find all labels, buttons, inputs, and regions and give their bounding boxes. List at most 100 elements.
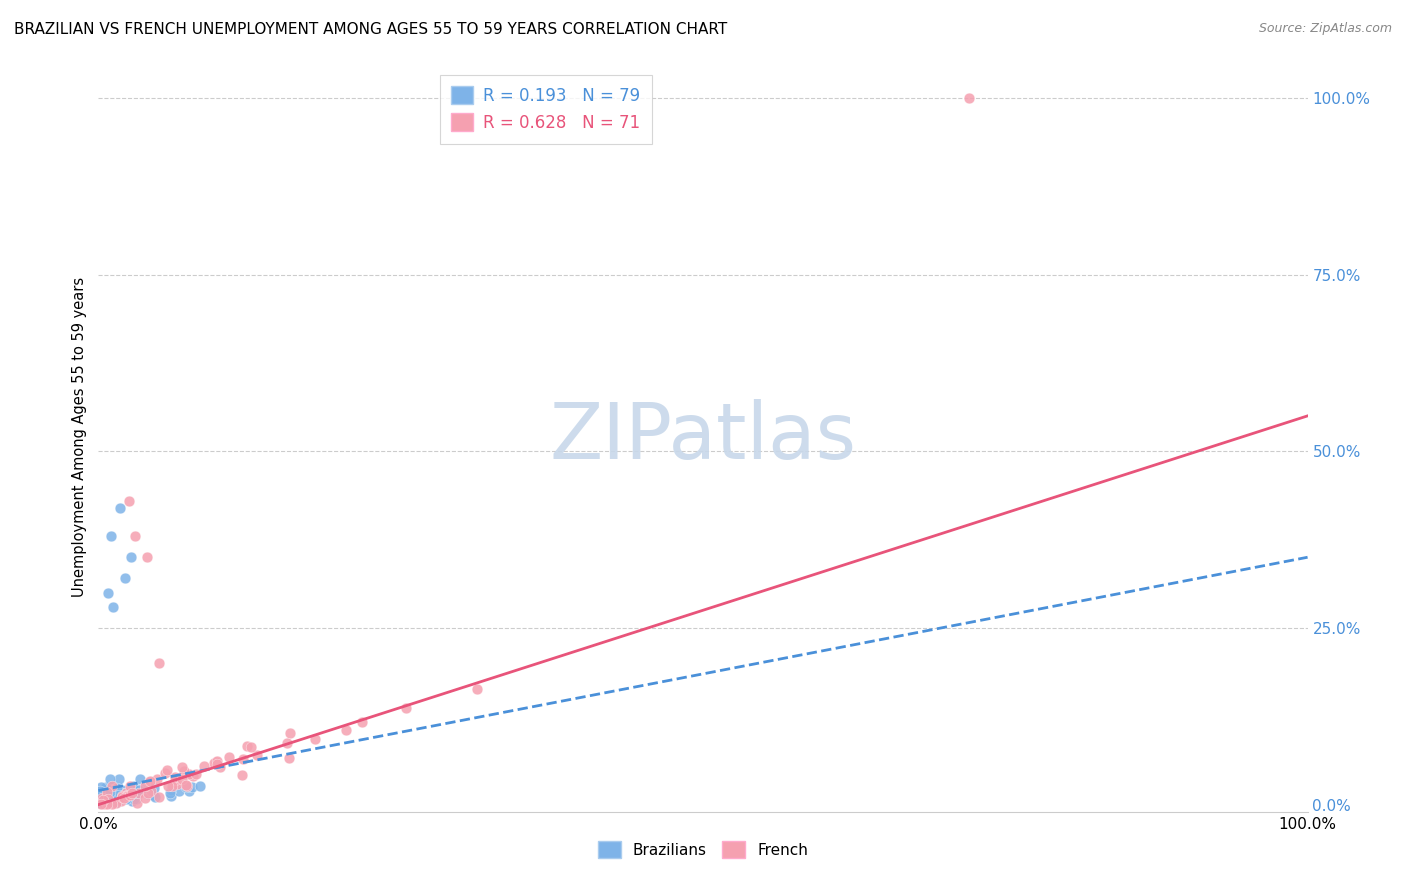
Point <box>90 784 112 798</box>
Point <box>124 792 146 806</box>
Point <box>139 774 162 789</box>
Point <box>142 788 165 802</box>
Point <box>122 779 145 793</box>
Point <box>236 739 259 753</box>
Point <box>395 700 418 714</box>
Point <box>118 780 141 794</box>
Point <box>97 784 120 798</box>
Point <box>107 788 129 802</box>
Point <box>120 550 142 565</box>
Point <box>145 789 167 804</box>
Y-axis label: Unemployment Among Ages 55 to 59 years: Unemployment Among Ages 55 to 59 years <box>72 277 87 597</box>
Point <box>108 793 131 807</box>
Point <box>93 793 115 807</box>
Point <box>108 792 131 806</box>
Point <box>957 91 980 105</box>
Point <box>108 772 131 786</box>
Point <box>104 791 127 805</box>
Point <box>231 767 253 781</box>
Point <box>110 786 132 800</box>
Point <box>148 789 170 804</box>
Point <box>89 792 111 806</box>
Point <box>111 789 134 804</box>
Point <box>100 797 122 811</box>
Point <box>96 785 118 799</box>
Point <box>160 789 183 803</box>
Point <box>98 785 121 799</box>
Point <box>176 779 198 793</box>
Point <box>101 779 124 793</box>
Point <box>110 785 132 799</box>
Point <box>177 767 200 781</box>
Point <box>335 723 357 737</box>
Point <box>205 755 228 769</box>
Point <box>104 784 127 798</box>
Point <box>172 760 194 774</box>
Point <box>159 786 181 800</box>
Point <box>181 780 204 794</box>
Point <box>97 793 120 807</box>
Point <box>118 787 141 801</box>
Point <box>114 792 136 806</box>
Point <box>246 748 269 763</box>
Point <box>136 786 159 800</box>
Point <box>160 783 183 797</box>
Point <box>129 772 152 786</box>
Point <box>111 782 134 797</box>
Point <box>115 788 138 802</box>
Point <box>100 791 122 805</box>
Point <box>112 791 135 805</box>
Point <box>91 794 114 808</box>
Point <box>148 657 170 671</box>
Point <box>176 778 198 792</box>
Point <box>103 789 125 804</box>
Point <box>120 788 142 802</box>
Point <box>96 780 118 794</box>
Point <box>117 789 139 804</box>
Point <box>96 797 118 811</box>
Point <box>136 787 159 801</box>
Point <box>100 529 122 543</box>
Point <box>93 797 115 811</box>
Point <box>90 780 112 795</box>
Point <box>218 749 240 764</box>
Point <box>107 785 129 799</box>
Point <box>94 790 117 805</box>
Point <box>350 714 373 729</box>
Point <box>91 794 114 808</box>
Point <box>108 500 131 515</box>
Point <box>125 791 148 805</box>
Point <box>240 740 263 755</box>
Point <box>188 779 211 793</box>
Point <box>118 493 141 508</box>
Point <box>174 780 197 794</box>
Point <box>89 796 111 810</box>
Point <box>165 775 187 789</box>
Text: BRAZILIAN VS FRENCH UNEMPLOYMENT AMONG AGES 55 TO 59 YEARS CORRELATION CHART: BRAZILIAN VS FRENCH UNEMPLOYMENT AMONG A… <box>14 22 727 37</box>
Point <box>186 767 208 781</box>
Point <box>104 794 127 808</box>
Point <box>177 783 200 797</box>
Point <box>156 763 179 777</box>
Point <box>101 599 124 614</box>
Point <box>146 772 169 786</box>
Point <box>105 781 128 796</box>
Point <box>205 754 228 768</box>
Point <box>202 756 225 771</box>
Point <box>105 791 128 805</box>
Point <box>166 777 188 791</box>
Point <box>112 790 135 805</box>
Point <box>169 784 191 798</box>
Point <box>105 793 128 807</box>
Point <box>193 758 215 772</box>
Point <box>134 779 156 793</box>
Point <box>278 751 301 765</box>
Point <box>232 751 254 765</box>
Point <box>304 731 326 746</box>
Point <box>98 772 121 787</box>
Point <box>90 790 112 805</box>
Point <box>118 788 141 802</box>
Point <box>107 790 129 805</box>
Point <box>98 794 121 808</box>
Point <box>110 793 132 807</box>
